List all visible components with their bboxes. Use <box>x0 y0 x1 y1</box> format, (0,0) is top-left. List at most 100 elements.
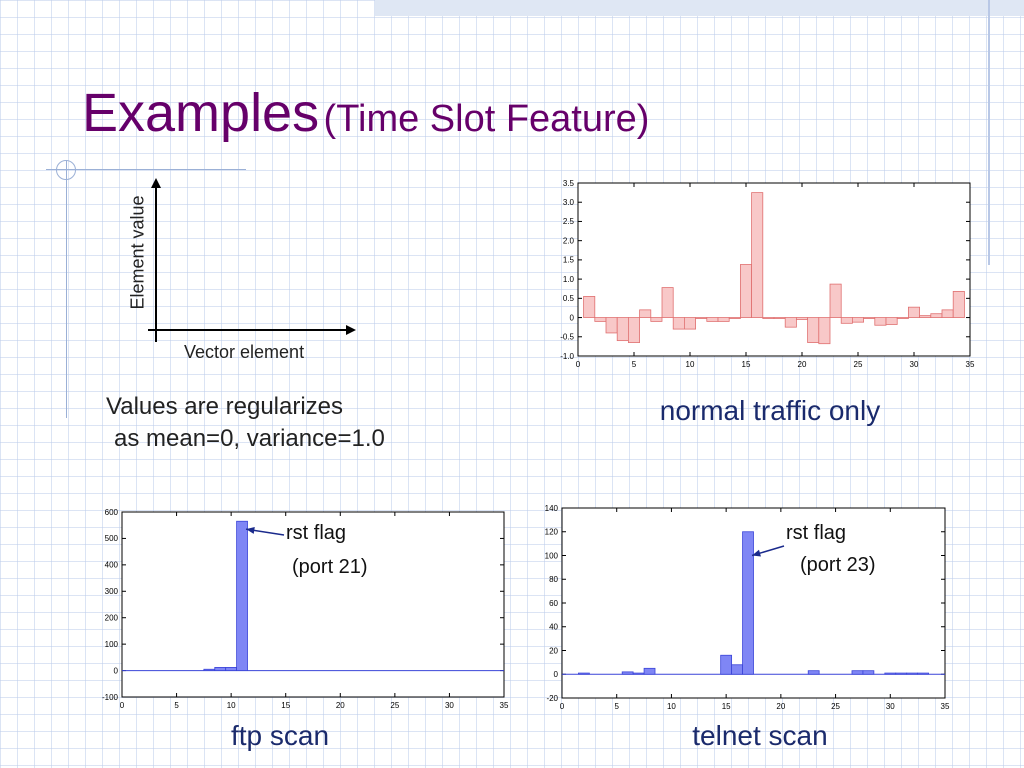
normal-y-tick-label: 3.0 <box>563 198 575 207</box>
normal-y-tick-label: 1.5 <box>563 256 575 265</box>
normal-x-tick-label: 20 <box>798 360 807 369</box>
normal-bar <box>661 287 674 318</box>
telnet-scan-caption: telnet scan <box>692 720 828 751</box>
ftp-y-tick-label: 500 <box>105 534 119 543</box>
ftp-annotation-arrowhead <box>246 526 255 534</box>
telnet-y-tick-label: 140 <box>545 504 559 513</box>
normal-y-tick-label: 0.5 <box>563 294 575 303</box>
normal-bar <box>874 317 887 326</box>
normal-bar <box>695 317 708 319</box>
normal-bar <box>919 315 932 318</box>
normal-bar <box>829 283 842 318</box>
normal-bar <box>751 192 764 318</box>
decorative-title-underline <box>46 169 246 170</box>
ftp-x-tick-label: 20 <box>336 701 345 710</box>
telnet-x-tick-label: 35 <box>941 702 950 711</box>
normal-bar <box>683 317 696 330</box>
ftp-y-tick-label: 400 <box>105 561 119 570</box>
normal-bar <box>941 309 954 318</box>
title-subtitle: (Time Slot Feature) <box>323 98 650 140</box>
telnet-annotation-line1: rst flag <box>786 522 847 544</box>
regularization-note-line1: Values are regularizes <box>106 393 344 420</box>
telnet-x-tick-label: 0 <box>560 702 565 711</box>
normal-x-tick-label: 15 <box>742 360 751 369</box>
normal-bar <box>594 317 607 322</box>
telnet-bar <box>862 670 875 675</box>
telnet-x-tick-label: 10 <box>667 702 676 711</box>
telnet-bar <box>720 654 733 675</box>
normal-bar <box>885 317 898 325</box>
ftp-x-tick-label: 0 <box>120 701 125 710</box>
telnet-bar <box>884 672 897 675</box>
ftp-y-tick-label: 100 <box>105 640 119 649</box>
ftp-y-tick-label: 200 <box>105 614 119 623</box>
normal-bar <box>706 317 719 322</box>
ftp-y-tick-label: 0 <box>114 666 119 675</box>
normal-bar <box>773 317 786 319</box>
decorative-circle <box>56 160 76 180</box>
telnet-x-tick-label: 30 <box>886 702 895 711</box>
telnet-bar <box>851 670 864 675</box>
ftp-scan-caption: ftp scan <box>230 720 330 751</box>
normal-y-tick-label: -1.0 <box>560 352 574 361</box>
normal-bar <box>930 313 943 318</box>
ftp-x-tick-label: 30 <box>445 701 454 710</box>
telnet-y-tick-label: 80 <box>549 575 558 584</box>
telnet-x-tick-label: 5 <box>614 702 619 711</box>
telnet-annotation-arrowhead <box>752 549 761 557</box>
title-main: Examples <box>82 83 320 143</box>
telnet-x-tick-label: 20 <box>776 702 785 711</box>
normal-y-tick-label: 2.0 <box>563 236 575 245</box>
normal-x-tick-label: 25 <box>854 360 863 369</box>
normal-bar <box>784 317 797 328</box>
ftp-bar <box>236 520 248 671</box>
normal-bar <box>863 317 876 319</box>
ftp-x-tick-label: 25 <box>390 701 399 710</box>
ftp-x-tick-label: 5 <box>174 701 179 710</box>
normal-bar <box>728 317 741 319</box>
telnet-y-tick-label: -20 <box>546 694 558 703</box>
normal-bar <box>672 317 685 330</box>
concept-y-axis-label: Element value <box>127 195 148 310</box>
decorative-left-line <box>66 160 67 418</box>
normal-bar <box>628 317 641 343</box>
normal-x-tick-label: 30 <box>910 360 919 369</box>
telnet-bar <box>643 667 656 675</box>
ftp-y-tick-label: 600 <box>105 508 119 517</box>
ftp-bar <box>214 666 227 671</box>
telnet-y-tick-label: 40 <box>549 623 558 632</box>
normal-y-tick-label: 1.0 <box>563 275 575 284</box>
telnet-y-tick-label: 60 <box>549 599 558 608</box>
normal-bar <box>616 317 629 342</box>
telnet-bar <box>731 664 743 675</box>
normal-x-tick-label: 5 <box>632 360 637 369</box>
normal-bar <box>907 306 920 318</box>
normal-y-tick-label: 0 <box>570 313 575 322</box>
telnet-y-tick-label: 20 <box>549 646 558 655</box>
normal-bar <box>795 317 808 320</box>
telnet-bar <box>632 672 645 675</box>
normal-bar <box>717 317 730 322</box>
telnet-bar <box>906 672 919 675</box>
normal-bar <box>762 317 775 319</box>
ftp-x-tick-label: 10 <box>227 701 236 710</box>
normal-x-tick-label: 10 <box>686 360 695 369</box>
ftp-y-tick-label: -100 <box>102 693 119 702</box>
telnet-bar <box>621 671 634 675</box>
telnet-x-tick-label: 25 <box>831 702 840 711</box>
normal-bar <box>605 317 618 334</box>
ftp-annotation-line2: (port 21) <box>292 556 368 578</box>
telnet-bar <box>807 670 820 675</box>
ftp-bar <box>203 668 216 671</box>
slide-title: Examples (Time Slot Feature) <box>82 82 649 144</box>
concept-x-axis-label: Vector element <box>184 342 305 362</box>
telnet-bar <box>742 531 754 675</box>
telnet-x-tick-label: 15 <box>722 702 731 711</box>
ftp-annotation-line1: rst flag <box>286 522 347 544</box>
concept-axes-diagram <box>148 178 356 342</box>
ftp-plot-frame <box>121 511 505 698</box>
normal-bar <box>896 317 909 319</box>
telnet-bar <box>895 672 908 675</box>
